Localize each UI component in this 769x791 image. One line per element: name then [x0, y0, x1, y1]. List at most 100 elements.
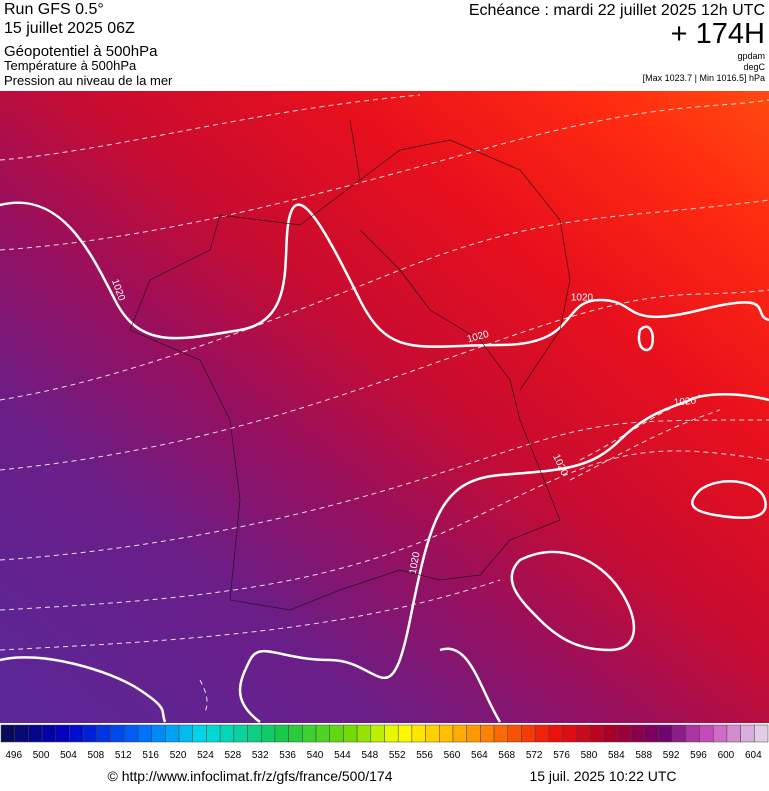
- isobar-label: 1020: [408, 551, 423, 575]
- colorbar-swatch: [329, 724, 344, 743]
- colorbar-label: 496: [5, 750, 22, 761]
- colorbar-label: 556: [416, 750, 433, 761]
- colorbar-swatch: [110, 724, 125, 743]
- footer-timestamp: 15 juil. 2025 10:22 UTC: [529, 768, 676, 784]
- colorbar-label: 520: [170, 750, 187, 761]
- colorbar-swatch: [302, 724, 317, 743]
- colorbar-label: 536: [279, 750, 296, 761]
- colorbar-swatch: [617, 724, 632, 743]
- colorbar-label: 600: [718, 750, 735, 761]
- colorbar-label: 516: [142, 750, 159, 761]
- colorbar-swatch: [370, 724, 385, 743]
- colorbar-swatch: [178, 724, 194, 743]
- unit-degc: degC: [743, 62, 765, 72]
- colorbar-label: 552: [389, 750, 406, 761]
- colorbar-swatch: [384, 724, 399, 743]
- colorbar-label: 604: [745, 750, 762, 761]
- colorbar-label: 584: [608, 750, 625, 761]
- colorbar-label: 528: [224, 750, 241, 761]
- colorbar-swatch: [397, 724, 413, 743]
- colorbar-swatch: [82, 724, 98, 743]
- colorbar-swatch: [712, 724, 728, 743]
- colorbar-label: 508: [88, 750, 105, 761]
- colorbar-swatch: [439, 724, 454, 743]
- colorbar-swatch: [260, 724, 276, 743]
- colorbar-swatch: [576, 724, 591, 743]
- field-geopotential: Géopotentiel à 500hPa: [4, 43, 158, 60]
- lead-time: + 174H: [671, 18, 765, 50]
- colorbar-label: 532: [252, 750, 269, 761]
- field-temperature: Température à 500hPa: [4, 58, 137, 73]
- colorbar-swatch: [96, 724, 111, 743]
- colorbar-swatch: [507, 724, 522, 743]
- colorbar-swatch: [192, 724, 207, 743]
- colorbar-swatch: [644, 724, 659, 743]
- colorbar-label: 564: [471, 750, 488, 761]
- colorbar-swatch: [452, 724, 467, 743]
- colorbar-label: 548: [361, 750, 378, 761]
- colorbar-label: 512: [115, 750, 132, 761]
- colorbar-swatch: [630, 724, 645, 743]
- colorbar-swatch: [219, 724, 235, 743]
- colorbar-swatch: [274, 724, 289, 743]
- temperature-field: [0, 91, 769, 723]
- colorbar-swatch: [603, 724, 618, 743]
- colorbar-label: 580: [581, 750, 598, 761]
- colorbar-label: 592: [663, 750, 680, 761]
- colorbar-swatch: [151, 724, 166, 743]
- colorbar-swatch: [124, 724, 139, 743]
- colorbar-swatch: [315, 724, 330, 743]
- footer-url: © http://www.infoclimat.fr/z/gfs/france/…: [108, 768, 393, 784]
- colorbar-label: 588: [635, 750, 652, 761]
- colorbar-swatch: [521, 724, 536, 743]
- colorbar-swatch: [589, 724, 604, 743]
- isobar-label: 1020: [571, 293, 594, 304]
- colorbar-swatch: [247, 724, 262, 743]
- isobar-label: 1020: [673, 396, 697, 409]
- colorbar-label: 524: [197, 750, 214, 761]
- colorbar-label: 560: [444, 750, 461, 761]
- colorbar-swatch: [480, 724, 495, 743]
- colorbar-swatch: [28, 724, 43, 743]
- colorbar-swatch: [493, 724, 509, 743]
- colorbar-swatch: [206, 724, 221, 743]
- colorbar-swatch: [671, 724, 687, 743]
- borders: [129, 119, 571, 611]
- colorbar-swatch: [548, 724, 563, 743]
- colorbar-label: 504: [60, 750, 77, 761]
- colorbar-label: 568: [498, 750, 515, 761]
- colorbar-swatch: [411, 724, 426, 743]
- forecast-time: Echéance : mardi 22 juillet 2025 12h UTC: [469, 2, 765, 19]
- colorbar-swatch: [343, 724, 358, 743]
- colorbar-swatch: [14, 724, 29, 743]
- colorbar-swatch: [69, 724, 84, 743]
- run-date: 15 juillet 2025 06Z: [4, 20, 135, 37]
- colorbar-swatch: [699, 724, 714, 743]
- colorbar-swatch: [55, 724, 70, 743]
- colorbar-swatch: [356, 724, 372, 743]
- colorbar-label: 572: [526, 750, 543, 761]
- unit-gpdam: gpdam: [737, 51, 765, 61]
- colorbar-swatch: [288, 724, 303, 743]
- colorbar-swatch: [425, 724, 440, 743]
- colorbar: 496 500 504 508 512 516 520 524 528 532 536 540 544 5…: [0, 724, 769, 761]
- colorbar-swatch: [233, 724, 248, 743]
- colorbar-swatch: [754, 724, 769, 743]
- colorbar-swatch: [466, 724, 481, 743]
- colorbar-swatch: [726, 724, 741, 743]
- colorbar-label: 596: [690, 750, 707, 761]
- colorbar-swatch: [137, 724, 152, 743]
- colorbar-swatch: [685, 724, 700, 743]
- colorbar-label: 540: [307, 750, 324, 761]
- colorbar-label: 576: [553, 750, 570, 761]
- colorbar-swatch: [562, 724, 577, 743]
- pressure-range: [Max 1023.7 | Min 1016.5] hPa: [643, 73, 765, 83]
- field-pressure: Pression au niveau de la mer: [4, 73, 173, 88]
- colorbar-swatch: [41, 724, 57, 743]
- colorbar-swatch: [0, 724, 15, 743]
- colorbar-swatch: [534, 724, 550, 743]
- colorbar-label: 544: [334, 750, 351, 761]
